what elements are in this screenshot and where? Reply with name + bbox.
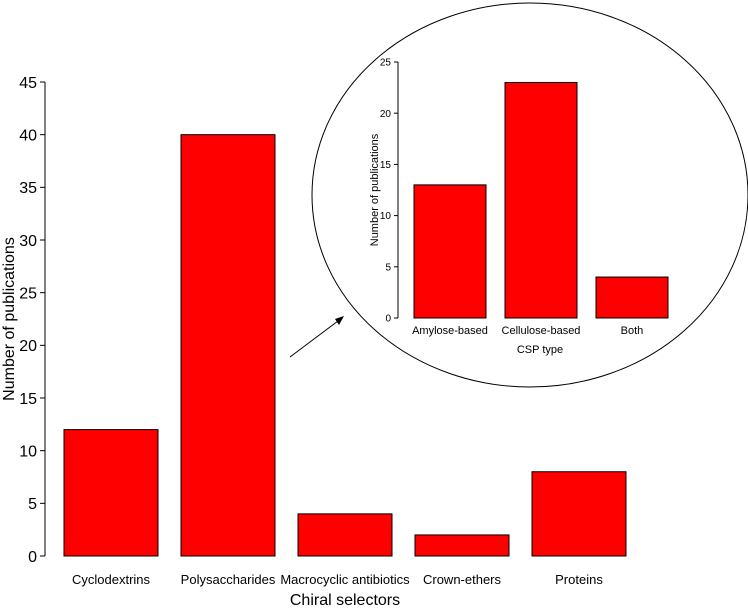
inset-y-tick-label: 20	[380, 109, 392, 120]
inset-y-tick-label: 25	[380, 58, 392, 69]
main-y-tick-label: 10	[19, 443, 37, 460]
inset-y-tick-label: 15	[380, 160, 392, 171]
main-y-tick-label: 30	[19, 233, 37, 250]
main-y-tick-label: 5	[28, 496, 37, 513]
main-x-axis-label: Chiral selectors	[290, 592, 400, 608]
main-y-tick-label: 45	[19, 75, 37, 92]
main-bar	[414, 534, 510, 557]
inset-y-tick-label: 5	[385, 262, 391, 273]
zoom-arrow	[289, 316, 344, 358]
main-x-tick-label: Proteins	[555, 572, 603, 587]
main-bar	[297, 513, 393, 557]
inset-x-axis-label: CSP type	[517, 344, 563, 356]
inset-bar	[595, 276, 669, 319]
main-chart: 0 5 10 15 20 25 30 35 40 45 Cyclodextrins Polysacc…	[1, 75, 627, 608]
main-bar	[63, 429, 159, 557]
inset-bar	[413, 184, 487, 319]
main-y-tick-label: 35	[19, 180, 37, 197]
main-x-tick-label: Cyclodextrins	[72, 572, 151, 587]
main-y-tick-label: 40	[19, 127, 37, 144]
inset-x-tick-label: Both	[621, 325, 644, 337]
main-bar	[531, 471, 627, 557]
inset-chart: 0 5 10 15 20 25 Amylose-based Cellulose-based B…	[369, 58, 669, 356]
main-x-tick-label: Crown-ethers	[423, 572, 502, 587]
inset-x-tick-label: Amylose-based	[412, 325, 488, 337]
main-y-ticks: 0 5 10 15 20 25 30 35 40 45	[19, 75, 45, 566]
main-x-tick-label: Polysaccharides	[181, 572, 276, 587]
main-y-tick-label: 0	[28, 549, 37, 566]
inset-y-ticks: 0 5 10 15 20 25	[380, 58, 398, 325]
main-y-tick-label: 25	[19, 285, 37, 302]
inset-y-tick-label: 10	[380, 211, 392, 222]
main-y-tick-label: 15	[19, 391, 37, 408]
inset-bars	[413, 81, 669, 319]
inset-y-axis-label: Number of publications	[369, 133, 381, 246]
main-y-axis-label: Number of publications	[1, 237, 18, 401]
main-bars	[63, 134, 627, 557]
main-x-tick-label: Macrocyclic antibiotics	[280, 572, 410, 587]
main-y-tick-label: 20	[19, 338, 37, 355]
inset-bar	[504, 81, 578, 319]
inset-y-tick-label: 0	[385, 314, 391, 325]
main-bar	[180, 134, 276, 557]
inset-x-tick-label: Cellulose-based	[502, 325, 581, 337]
main-x-tick-labels: Cyclodextrins Polysaccharides Macrocyclic …	[72, 572, 603, 587]
inset-x-tick-labels: Amylose-based Cellulose-based Both	[412, 325, 643, 337]
